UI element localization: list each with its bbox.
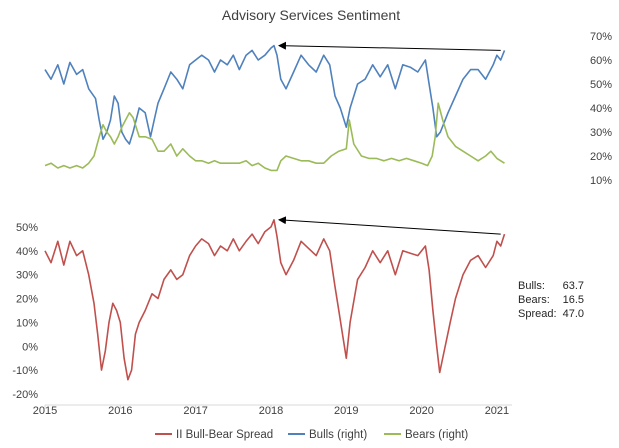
bottom-y-axis: -20% -10% 0% 10% 20% 30% 40% 50% (12, 222, 38, 401)
top-ytick-label: 20% (590, 151, 612, 163)
bulls-stat-label: Bulls: (518, 280, 545, 292)
series-line-bulls (44, 44, 506, 145)
x-tick-label: 2020 (409, 405, 433, 417)
bottom-ytick-label: -10% (12, 365, 38, 377)
bottom-ytick-label: 30% (16, 270, 38, 282)
top-ytick-label: 50% (590, 79, 612, 91)
bottom-ytick-label: 0% (22, 341, 38, 353)
bottom-arrow-annotation (277, 216, 501, 235)
x-tick-label: 2018 (259, 405, 283, 417)
series-line-bears (44, 102, 505, 172)
legend: II Bull-Bear Spread Bulls (right) Bears … (155, 429, 468, 441)
x-tick-label: 2019 (334, 405, 358, 417)
spread-stat-value: 47.0 (563, 308, 584, 320)
stats-box: Bulls: 63.7 Bears: 16.5 Spread: 47.0 (518, 280, 584, 320)
bears-stat-label: Bears: (518, 294, 550, 306)
x-tick-label: 2015 (33, 405, 57, 417)
legend-label-spread: II Bull-Bear Spread (176, 429, 273, 441)
x-tick-label: 2016 (108, 405, 132, 417)
bottom-ytick-label: 10% (16, 317, 38, 329)
bottom-ytick-label: 50% (16, 222, 38, 234)
x-tick-label: 2017 (183, 405, 207, 417)
x-axis: 2015 2016 2017 2018 2019 2020 2021 (33, 405, 509, 417)
chart-title: Advisory Services Sentiment (222, 7, 400, 23)
bulls-stat-value: 63.7 (563, 280, 584, 292)
bottom-ytick-label: 40% (16, 246, 38, 258)
top-arrow-annotation (277, 41, 501, 51)
series-line-spread (44, 219, 506, 381)
x-tick-label: 2021 (485, 405, 509, 417)
bottom-ytick-label: 20% (16, 294, 38, 306)
top-ytick-label: 40% (590, 103, 612, 115)
top-ytick-label: 60% (590, 55, 612, 67)
top-y-axis: 10% 20% 30% 40% 50% 60% 70% (590, 31, 612, 187)
bottom-ytick-label: -20% (12, 389, 38, 401)
legend-label-bears: Bears (right) (405, 429, 468, 441)
spread-stat-label: Spread: (518, 308, 557, 320)
top-ytick-label: 10% (590, 175, 612, 187)
top-ytick-label: 30% (590, 127, 612, 139)
bears-stat-value: 16.5 (563, 294, 584, 306)
legend-label-bulls: Bulls (right) (309, 429, 367, 441)
top-ytick-label: 70% (590, 31, 612, 43)
